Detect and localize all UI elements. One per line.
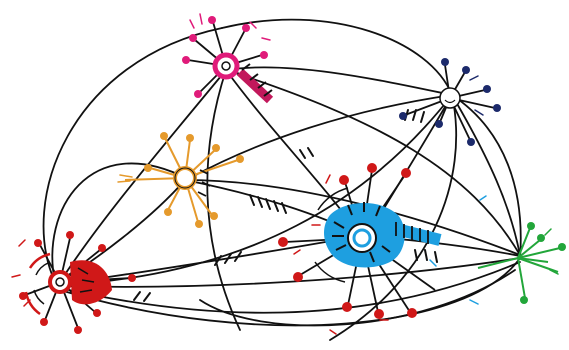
connection-lines <box>42 18 522 341</box>
blue-hub-icon <box>278 163 442 319</box>
red-hub-icon <box>19 231 136 334</box>
green-hub-icon <box>477 222 566 304</box>
pink-hub-icon <box>182 16 274 104</box>
orange-hub-icon <box>124 132 244 228</box>
navy-hub-icon <box>399 58 501 146</box>
color-flecks <box>11 13 559 335</box>
